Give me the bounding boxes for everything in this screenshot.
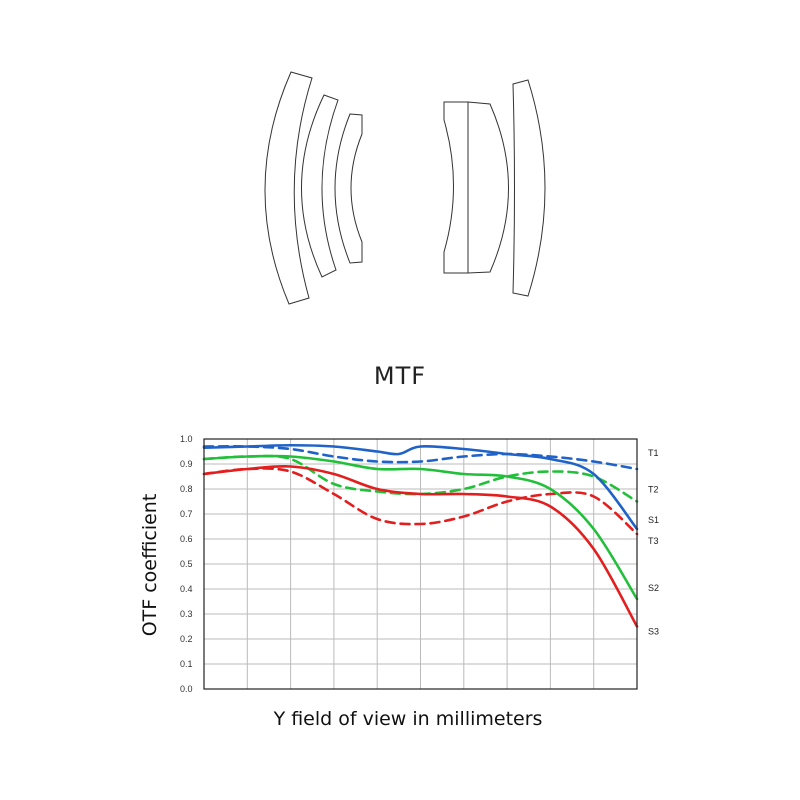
y-tick-label: 0.7 [180,509,193,519]
y-axis-label: OTF coefficient [139,493,161,637]
series-label-t1: T1 [648,448,659,458]
series-label-t2: T2 [648,485,659,495]
series-line-t1 [202,445,639,471]
series-label-t3: T3 [648,536,659,546]
y-tick-label: 0.0 [180,684,193,694]
lens-element-5 [467,101,509,274]
chart-grid [204,439,637,689]
y-tick-label: 1.0 [180,434,193,444]
lens-element-3 [334,113,363,264]
series-lines [202,443,639,628]
series-line-s2 [202,454,639,601]
y-tick-label: 0.5 [180,559,193,569]
series-line-s1 [202,443,639,531]
lens-element-1 [264,71,313,305]
y-tick-label: 0.2 [180,634,193,644]
lens-element-2 [301,94,339,278]
y-tick-label: 0.6 [180,534,193,544]
plot-frame [203,438,638,690]
series-labels: T1 S1 T2 S2 T3 S3 [648,448,659,637]
series-label-s2: S2 [648,583,659,593]
y-tick-label: 0.3 [180,609,193,619]
y-tick-label: 0.1 [180,659,193,669]
y-tick-label: 0.9 [180,459,193,469]
lens-element-4 [443,101,469,274]
y-axis-ticks: 0.0 0.1 0.2 0.3 0.4 0.5 0.6 0.7 0.8 0.9 1.0 [180,434,193,694]
x-axis-label: Y field of view in millimeters [273,708,543,730]
y-tick-label: 0.8 [180,484,193,494]
series-line-t3 [202,467,639,536]
chart-title: MTF [373,362,427,390]
series-line-s3 [202,465,639,628]
series-label-s1: S1 [648,515,659,525]
series-label-s3: S3 [648,627,659,637]
lens-diagram [264,71,546,305]
y-tick-label: 0.4 [180,584,193,594]
lens-element-6 [512,79,546,297]
